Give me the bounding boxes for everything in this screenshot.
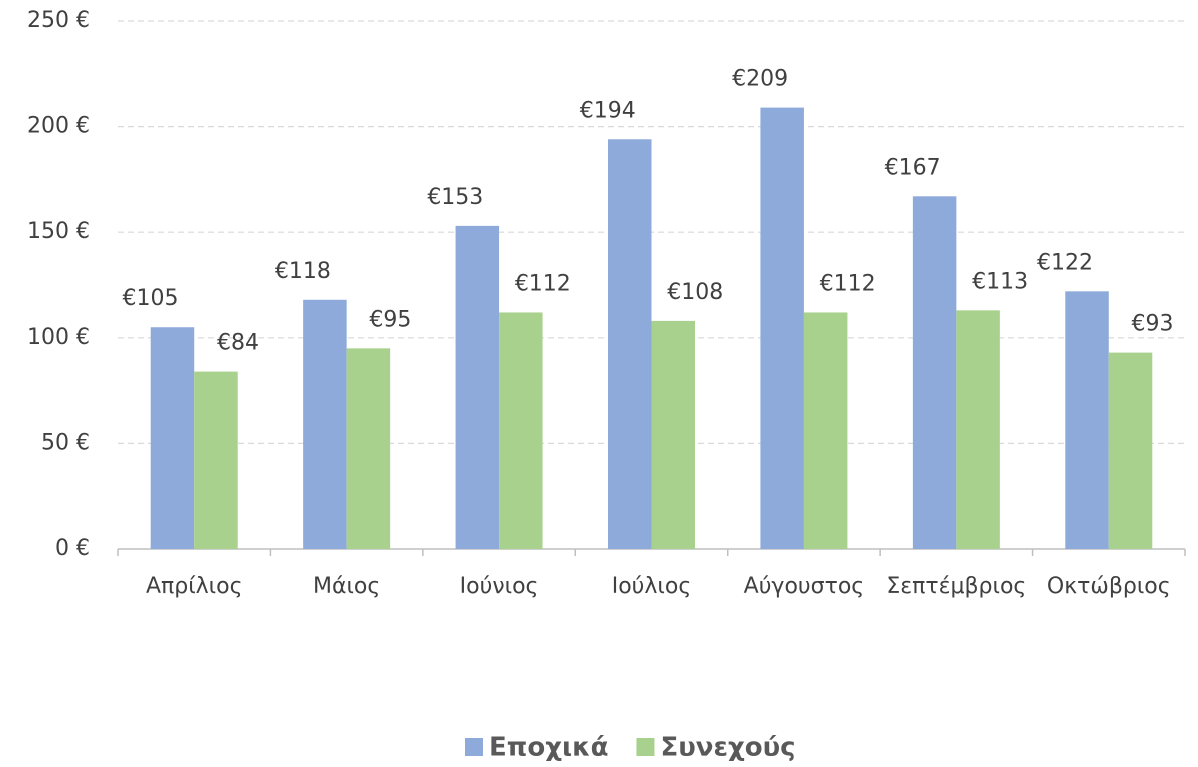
y-tick-label: 0 € [55,536,90,561]
y-tick-label: 100 € [27,325,90,350]
data-label: €122 [1037,250,1093,275]
data-label: €153 [427,185,483,210]
bar [346,348,391,549]
x-tick-label: Απρίλιος [146,574,243,599]
y-tick-label: 150 € [27,219,90,244]
data-label: €108 [667,280,723,305]
data-label: €112 [820,271,876,296]
bar [760,107,804,549]
x-tick-label: Ιούλιος [612,574,692,599]
bar [1108,352,1153,549]
data-label: €209 [732,67,788,92]
legend-swatch [465,738,483,756]
data-label: €194 [580,98,636,123]
x-tick-label: Σεπτέμβριος [886,574,1026,599]
data-label: €105 [122,286,178,311]
x-tick-label: Αύγουστος [744,574,865,599]
legend-swatch [636,738,655,756]
y-tick-label: 50 € [41,430,90,455]
bar [150,327,195,549]
x-tick-label: Μάιος [313,574,380,599]
data-label: €118 [275,259,331,284]
y-tick-label: 200 € [27,114,90,139]
legend: Εποχικά Συνεχούς [465,733,796,763]
data-label: €84 [217,331,259,356]
bar [912,196,957,549]
x-tick-label: Ιούνιος [460,574,539,599]
bar [803,312,848,549]
data-label: €113 [972,269,1028,294]
bar [1065,291,1109,549]
legend-label: Εποχικά [489,733,608,763]
legend-label: Συνεχούς [660,733,795,763]
bar [499,312,543,549]
x-tick-label: Οκτώβριος [1047,574,1171,599]
bar [303,299,347,549]
y-tick-label: 250 € [27,8,90,33]
bar [956,310,1000,549]
data-label: €167 [885,155,941,180]
bar [608,139,652,549]
data-label: €112 [515,271,571,296]
bar [455,225,500,549]
bar [194,371,238,549]
data-label: €95 [369,307,411,332]
bar [651,320,695,549]
data-label: €93 [1132,312,1174,337]
